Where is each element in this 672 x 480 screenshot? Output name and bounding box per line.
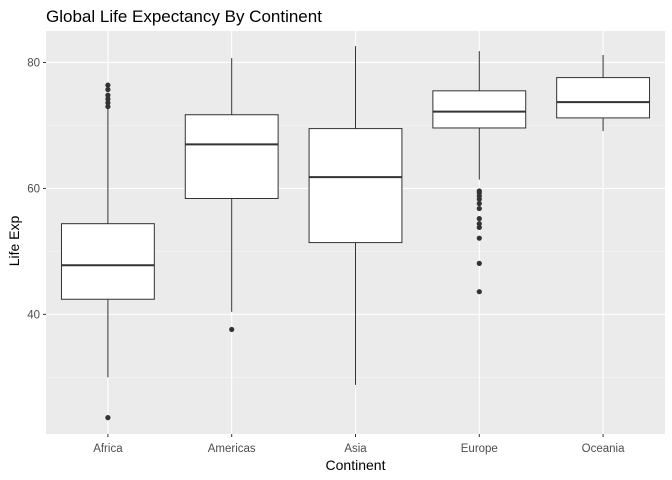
- x-tick-label: Oceania: [582, 443, 625, 455]
- outlier-point: [476, 200, 482, 207]
- outlier-point: [476, 188, 482, 194]
- iqr-box: [184, 114, 279, 199]
- outlier-point: [476, 260, 482, 266]
- x-tick-label: Europe: [461, 443, 498, 455]
- chart-title: Global Life Expectancy By Continent: [46, 7, 322, 26]
- box-oceania: [556, 54, 651, 132]
- iqr-box: [308, 128, 403, 244]
- outlier-point: [476, 289, 482, 295]
- box-asia: [308, 46, 403, 385]
- y-axis: 40 60 80: [27, 57, 46, 321]
- outlier-point: [105, 100, 111, 106]
- box-europe: [432, 51, 527, 295]
- x-tick-label: Americas: [208, 443, 256, 455]
- iqr-box: [432, 90, 527, 129]
- outlier-point: [476, 235, 482, 241]
- x-tick-label: Asia: [344, 443, 367, 455]
- outlier-point: [229, 326, 235, 333]
- outlier-point: [476, 224, 482, 231]
- iqr-box: [556, 77, 651, 119]
- y-tick-label: 80: [27, 57, 40, 69]
- outlier-point: [476, 205, 482, 212]
- outlier-point: [476, 221, 482, 227]
- y-tick-label: 40: [27, 309, 40, 321]
- x-tick-label: Africa: [93, 443, 123, 455]
- iqr-box: [60, 223, 155, 300]
- x-axis-title: Continent: [326, 457, 386, 473]
- box-americas: [184, 58, 279, 333]
- y-tick-label: 60: [27, 183, 40, 195]
- box-series: [60, 46, 651, 421]
- outlier-point: [105, 415, 111, 421]
- outlier-point: [105, 86, 111, 93]
- outlier-point: [105, 96, 111, 102]
- outlier-point: [105, 82, 111, 88]
- box-africa: [60, 82, 155, 421]
- outlier-point: [105, 92, 111, 98]
- outlier-point: [105, 103, 111, 110]
- x-axis: Africa Americas Asia Europe Oceania: [93, 434, 625, 455]
- y-axis-title: Life Exp: [6, 215, 22, 266]
- outlier-point: [476, 216, 482, 222]
